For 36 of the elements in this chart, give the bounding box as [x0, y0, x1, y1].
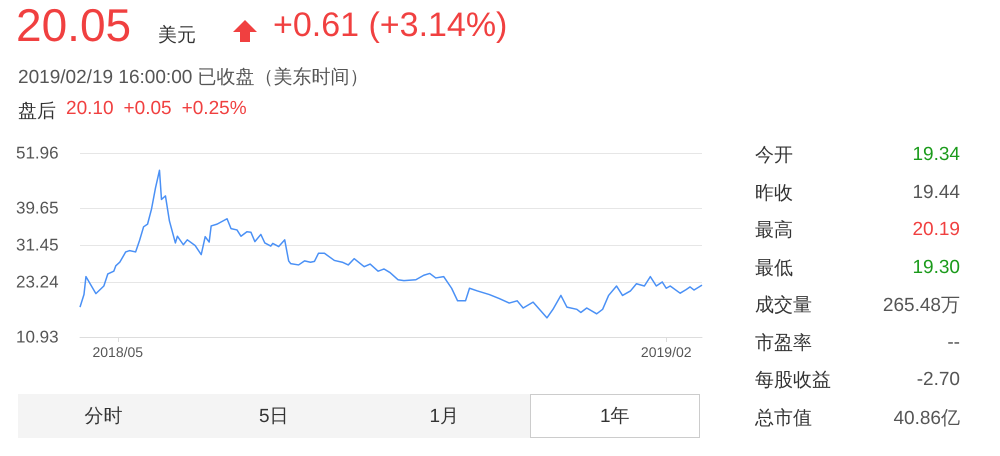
- text: 成交量: [755, 294, 812, 318]
- text: 市盈率: [755, 332, 812, 356]
- x-tick-label: 2018/05: [92, 344, 144, 360]
- y-tick-label: 31.45: [16, 235, 59, 254]
- text: 20.10: [66, 98, 114, 121]
- text: 美元: [158, 24, 196, 48]
- text: 每股收益: [755, 369, 831, 393]
- text: 19.34: [912, 144, 960, 166]
- text: 最高: [755, 219, 793, 243]
- text: 总市值: [755, 406, 812, 430]
- text: 19.30: [912, 256, 960, 278]
- text: 19.44: [912, 182, 960, 204]
- chart-title: 20.05: [16, 0, 132, 52]
- text: 最低: [755, 256, 793, 280]
- text: 1月: [359, 394, 530, 438]
- text: 盘后: [18, 100, 56, 124]
- y-tick-label: 39.65: [16, 198, 59, 218]
- text: 5日: [188, 394, 359, 438]
- text: 昨收: [755, 182, 793, 206]
- text: -2.70: [916, 369, 960, 391]
- text: 分时: [18, 394, 188, 438]
- y-tick-label: 51.96: [16, 144, 59, 162]
- chart-subtitle: 2019/02/19 16:00:00 已收盘（美东时间）: [18, 66, 369, 90]
- text: +0.25%: [182, 98, 247, 121]
- y-tick-label: 10.93: [16, 328, 59, 346]
- y-tick-label: 23.24: [16, 272, 59, 292]
- text: --: [947, 332, 960, 354]
- line-series: [79, 170, 703, 319]
- text: +0.05: [124, 98, 172, 121]
- text: 1年: [530, 394, 700, 438]
- text: 265.48万: [882, 294, 960, 318]
- text: 20.19: [912, 219, 960, 241]
- text: 今开: [755, 144, 793, 168]
- text: 40.86亿: [893, 406, 960, 430]
- x-tick-label: 2019/02: [640, 344, 692, 360]
- text: +0.61 (+3.14%): [273, 6, 508, 45]
